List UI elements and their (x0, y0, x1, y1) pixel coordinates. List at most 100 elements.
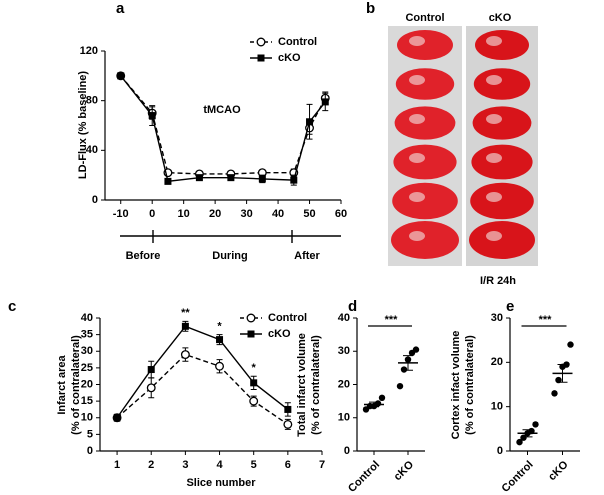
x-tick-label: 6 (285, 459, 291, 471)
marker (249, 396, 259, 406)
marker (113, 414, 121, 422)
brain-slice (473, 68, 531, 100)
legend-marker (247, 330, 255, 338)
marker (215, 361, 224, 371)
significance-label: * (217, 321, 222, 333)
x-tick-label: 4 (216, 459, 223, 471)
x-tick-label: Control (346, 459, 382, 495)
legend-label: cKO (278, 52, 301, 64)
dot (374, 400, 382, 407)
x-axis-label: Slice number (186, 477, 256, 489)
phase-label: During (212, 250, 247, 262)
y-tick-label: 80 (86, 95, 98, 107)
marker (258, 175, 266, 183)
error-bar (403, 355, 413, 371)
y-tick-label: 0 (497, 445, 503, 457)
x-tick-label: 5 (251, 459, 257, 471)
marker (250, 379, 258, 387)
dot (412, 346, 420, 353)
x-tick-label: cKO (546, 458, 571, 483)
x-tick-label: 7 (319, 459, 325, 471)
legend-marker (256, 37, 266, 47)
error-bar (369, 401, 379, 408)
marker (148, 112, 156, 120)
significance-label: * (252, 362, 257, 374)
y-axis-label: Total infarct volume (296, 333, 308, 437)
y-tick-label: 40 (338, 312, 350, 324)
phase-label: After (294, 250, 320, 262)
marker (284, 405, 292, 413)
x-tick-label: cKO (392, 458, 417, 483)
slice-highlight (486, 231, 502, 241)
y-axis-label: Infarct area (56, 354, 68, 414)
column-label: Control (405, 12, 444, 24)
brain-slice (475, 30, 529, 60)
x-tick-label: 20 (209, 208, 221, 220)
significance-label: *** (539, 314, 553, 326)
y-tick-label: 40 (81, 312, 93, 324)
y-tick-label: 40 (86, 144, 98, 156)
x-tick-label: 0 (149, 208, 155, 220)
slice-highlight (409, 153, 425, 163)
marker (321, 98, 329, 106)
legend-marker (246, 313, 256, 323)
marker (181, 322, 189, 330)
slice-photo (388, 26, 538, 266)
marker (146, 383, 156, 393)
y-tick-label: 30 (81, 345, 93, 357)
x-tick-label: Control (500, 459, 536, 495)
y-tick-label: 20 (81, 378, 93, 390)
slice-highlight (409, 36, 425, 46)
slice-highlight (409, 192, 425, 202)
slice-highlight (409, 231, 425, 241)
brain-slice (471, 144, 533, 180)
marker (117, 72, 125, 80)
phase-label: Before (126, 250, 161, 262)
significance-label: ** (181, 307, 190, 319)
brain-slice (472, 106, 532, 140)
brain-slice (469, 221, 535, 259)
y-axis-label: Cortex infact volume (450, 331, 462, 440)
brain-slice (395, 68, 455, 100)
slice-highlight (486, 192, 502, 202)
dot (516, 438, 523, 446)
panel-label: b (366, 0, 375, 17)
slice-highlight (409, 114, 425, 124)
brain-slice (470, 182, 534, 220)
y-tick-label: 0 (344, 445, 350, 457)
x-tick-label: 3 (182, 459, 188, 471)
slice-highlight (486, 153, 502, 163)
y-axis-label: LD-Flux (% baseline) (77, 71, 89, 180)
legend-label: cKO (268, 328, 291, 340)
panel-label: e (506, 298, 514, 315)
error-bar (522, 429, 533, 438)
x-tick-label: 30 (240, 208, 252, 220)
series-line (116, 325, 289, 419)
legend-label: Control (278, 36, 317, 48)
x-tick-label: 60 (335, 208, 347, 220)
x-tick-label: 2 (148, 459, 154, 471)
marker (147, 366, 155, 374)
marker (290, 176, 298, 184)
x-tick-label: 40 (272, 208, 284, 220)
y-tick-label: 15 (81, 395, 93, 407)
dot (396, 382, 404, 390)
y-axis-label: (% of contralateral) (464, 335, 476, 435)
brain-slice (392, 182, 458, 220)
caption: I/R 24h (480, 275, 516, 287)
panel-label: a (116, 0, 125, 17)
x-tick-label: -10 (113, 208, 129, 220)
y-tick-label: 120 (80, 45, 98, 57)
y-tick-label: 10 (338, 412, 350, 424)
dot (532, 421, 539, 428)
column-label: cKO (489, 12, 512, 24)
marker (283, 419, 293, 429)
y-tick-label: 20 (491, 356, 503, 368)
panel-b: b Control cKO I/R 24h (366, 0, 538, 287)
marker (227, 174, 235, 182)
series-line (116, 353, 289, 425)
series-line (120, 75, 326, 183)
legend-marker (257, 54, 265, 62)
significance-label: *** (385, 314, 399, 326)
